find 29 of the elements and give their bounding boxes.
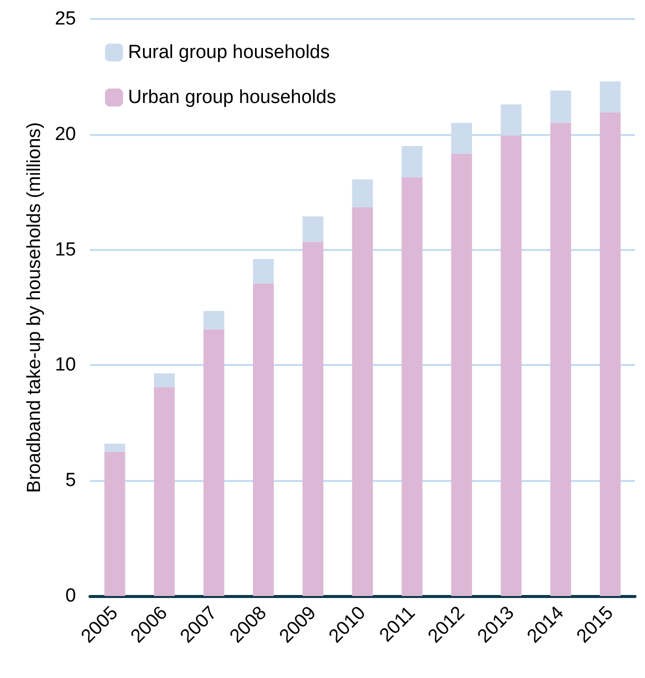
bar [451,154,472,596]
bar [302,242,324,596]
y-tick-label: 20 [54,124,76,145]
y-tick-label: 10 [54,354,76,376]
bar [203,310,224,330]
y-tick-label: 25 [54,8,76,30]
bar [302,216,324,242]
bar [600,112,621,596]
legend-label: Rural group households [128,42,330,63]
bar [154,373,175,388]
bar [352,179,373,208]
y-tick-label: 0 [65,586,76,606]
y-tick-label: 15 [54,239,76,260]
bar [104,444,126,452]
bar [253,283,274,596]
bar [402,146,422,178]
y-tick-label: 5 [65,470,76,492]
bar [203,329,224,596]
bar [352,207,373,596]
bar [550,122,572,596]
bar [104,452,126,596]
bar [550,90,572,123]
bar [402,177,422,596]
bar [500,136,522,596]
bar [154,387,175,596]
bar [253,259,274,284]
bar [600,81,621,112]
legend-label: Urban group households [128,87,336,108]
y-axis-title: Broadband take-up by households (millions) [24,122,45,493]
